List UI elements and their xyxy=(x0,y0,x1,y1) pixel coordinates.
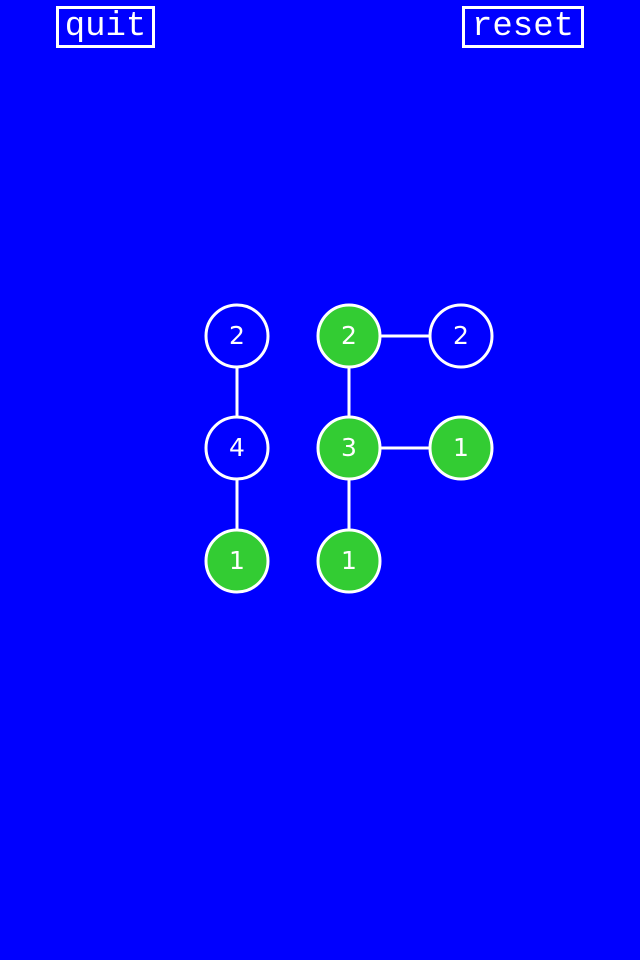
node-b3[interactable]: 1 xyxy=(316,528,382,594)
node-c1[interactable]: 2 xyxy=(428,303,494,369)
node-value: 2 xyxy=(229,321,245,350)
node-circle[interactable] xyxy=(204,415,270,481)
node-b2[interactable]: 3 xyxy=(316,415,382,481)
node-circle[interactable] xyxy=(204,528,270,594)
node-value: 2 xyxy=(341,321,357,350)
node-value: 2 xyxy=(453,321,469,350)
node-value: 3 xyxy=(341,433,357,462)
node-value: 1 xyxy=(341,546,357,575)
node-a2[interactable]: 4 xyxy=(204,415,270,481)
node-value: 1 xyxy=(453,433,469,462)
node-value: 1 xyxy=(229,546,245,575)
node-a3[interactable]: 1 xyxy=(204,528,270,594)
node-circle[interactable] xyxy=(316,528,382,594)
node-circle[interactable] xyxy=(428,303,494,369)
reset-button[interactable]: reset xyxy=(462,6,584,48)
node-value: 4 xyxy=(229,433,245,462)
node-circle[interactable] xyxy=(316,415,382,481)
node-a1[interactable]: 2 xyxy=(204,303,270,369)
quit-button[interactable]: quit xyxy=(56,6,155,48)
node-c2[interactable]: 1 xyxy=(428,415,494,481)
node-b1[interactable]: 2 xyxy=(316,303,382,369)
node-circle[interactable] xyxy=(204,303,270,369)
node-circle[interactable] xyxy=(316,303,382,369)
node-circle[interactable] xyxy=(428,415,494,481)
nodes: 2 4 1 2 3 1 2 1 xyxy=(204,303,494,594)
